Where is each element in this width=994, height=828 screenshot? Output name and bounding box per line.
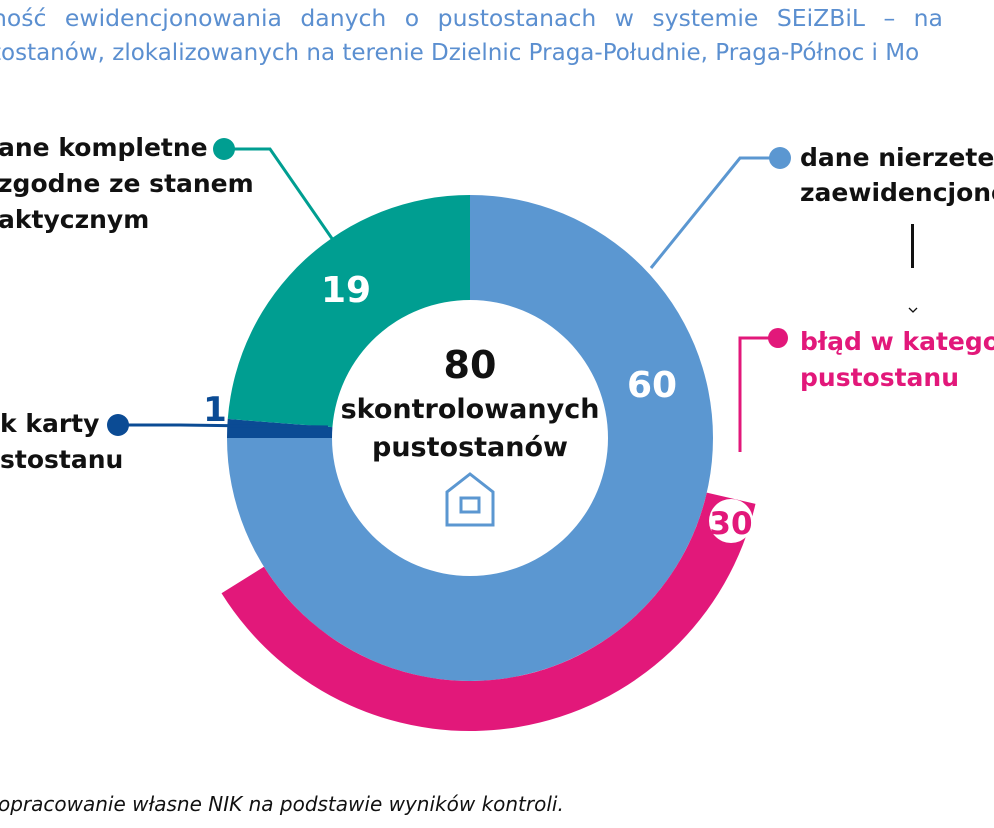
house-icon: [445, 472, 495, 527]
center-caption-line-1: skontrolowanych: [341, 394, 600, 425]
label-complete-line-1: ane kompletne: [0, 133, 208, 162]
donut-chart: 60 19 1 30 80 skontrolowanych pustostanów a…: [0, 133, 994, 731]
center-total: 80: [444, 343, 497, 387]
value-label-60: 60: [627, 365, 677, 406]
text-cursor-mark: [908, 224, 918, 313]
leader-dot-unreliable: [769, 147, 791, 169]
label-unreliable-line-2: zaewidencjono: [800, 178, 994, 207]
label-unreliable-line-1: dane nierzeteln: [800, 143, 994, 172]
label-complete-line-3: aktycznym: [0, 205, 149, 234]
segment-complete: [227, 195, 470, 428]
value-badge-30: [709, 499, 753, 543]
source-note: opracowanie własne NIK na podstawie wyni…: [0, 792, 564, 816]
leader-category-error: [738, 336, 778, 452]
leader-missing-card: [118, 423, 329, 429]
leader-dot-category-error: [768, 328, 788, 348]
segment-unreliable: [227, 195, 713, 681]
value-label-19: 19: [321, 270, 371, 311]
center-caption-line-2: pustostanów: [372, 432, 568, 463]
label-missing-card-line-2: stostanu: [0, 445, 123, 474]
value-label-1: 1: [203, 390, 227, 430]
segment-missing-card: [227, 418, 333, 438]
segment-category-error: [221, 492, 756, 731]
label-complete-line-2: zgodne ze stanem: [0, 169, 254, 198]
label-missing-card-line-1: k karty: [0, 409, 99, 438]
value-label-30: 30: [709, 506, 752, 542]
chart-title-line-1: ność ewidencjonowania danych o pustostan…: [0, 4, 943, 32]
leader-dot-missing-card: [107, 414, 129, 436]
label-category-error-line-2: pustostanu: [800, 363, 959, 392]
leader-unreliable: [649, 156, 780, 269]
leader-dot-complete: [213, 138, 235, 160]
leader-complete: [224, 147, 335, 241]
label-category-error-line-1: błąd w kategor: [800, 327, 994, 356]
chart-title-line-2: tostanów, zlokalizowanych na terenie Dzi…: [0, 40, 920, 66]
